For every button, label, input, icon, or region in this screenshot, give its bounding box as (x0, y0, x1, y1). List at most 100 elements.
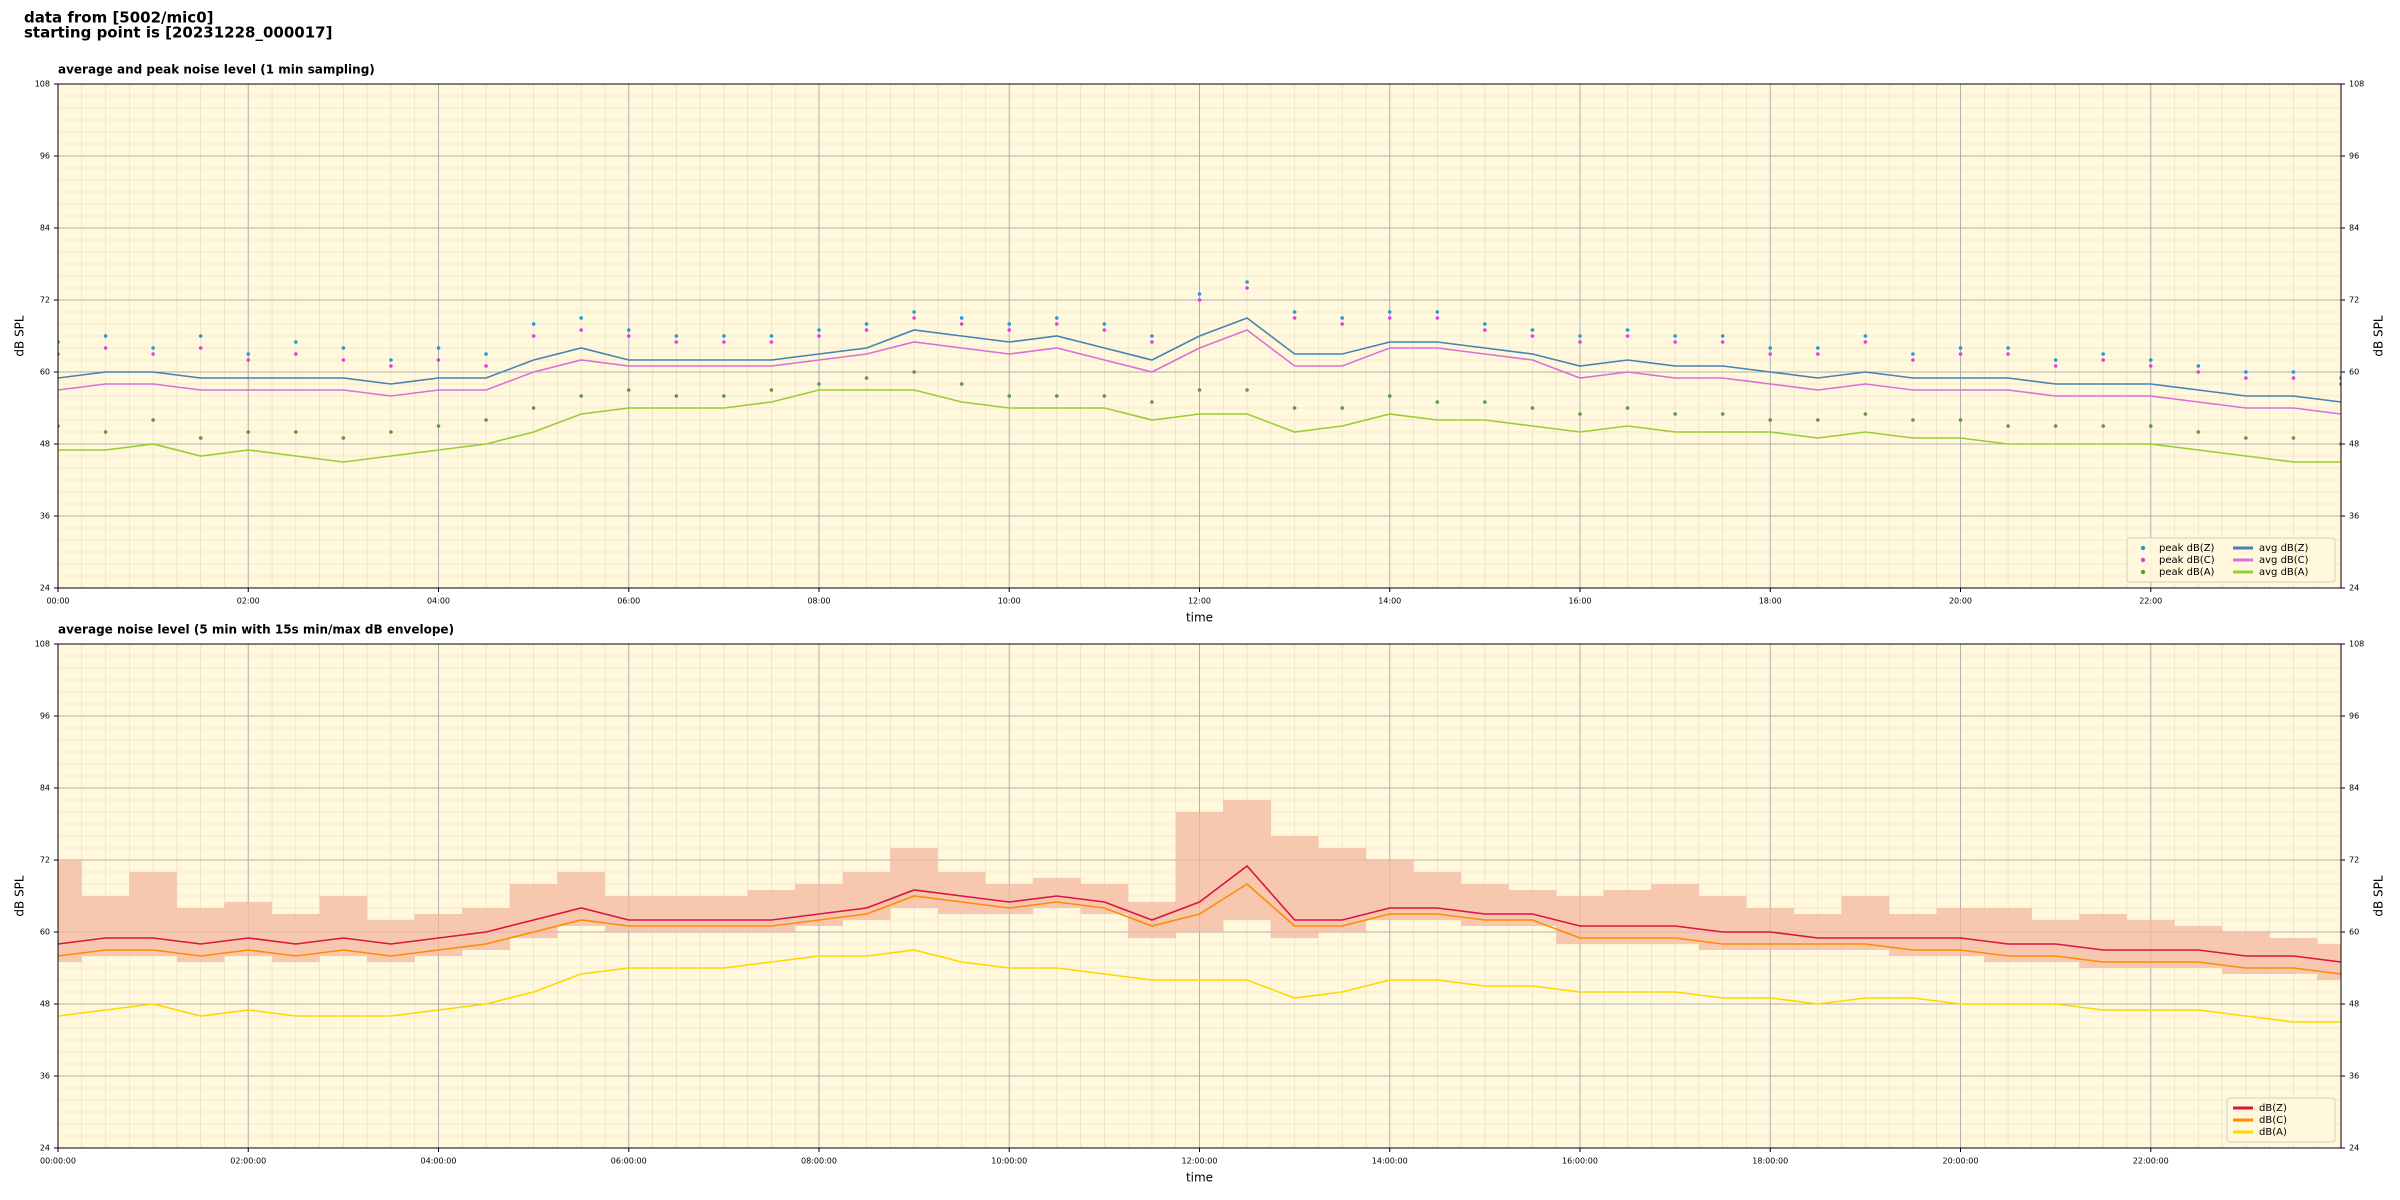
y-tick-label: 36 (2349, 512, 2359, 521)
peak-point (1673, 334, 1677, 338)
y-tick-label: 48 (2349, 1000, 2359, 1009)
x-tick-label: 22:00:00 (2133, 1157, 2169, 1166)
peak-point (1292, 316, 1297, 320)
peak-point (626, 334, 631, 338)
y-tick-label: 72 (2349, 296, 2359, 305)
series-line (58, 864, 2341, 963)
peak-point (1816, 418, 1820, 422)
peak-point (1958, 352, 1963, 356)
peak-point (389, 364, 393, 368)
peak-point (484, 352, 488, 356)
envelope-band (1841, 896, 1890, 950)
peak-point (1387, 316, 1392, 320)
x-tick-label: 10:00 (998, 597, 1021, 606)
peak-point (2053, 358, 2058, 362)
peak-point (722, 340, 726, 344)
series-line (58, 883, 2341, 975)
y-tick-label: 72 (2349, 856, 2359, 865)
x-tick-label: 18:00 (1759, 597, 1782, 606)
peak-point (2148, 364, 2153, 368)
envelope-band (1651, 884, 1699, 944)
x-tick-label: 10:00:00 (991, 1157, 1027, 1166)
peak-point (959, 316, 964, 320)
envelope-band (1698, 896, 1747, 950)
peak-point (341, 358, 346, 362)
y-tick-label: 60 (2349, 368, 2359, 377)
legend-label: dB(Z) (2259, 1103, 2287, 1114)
peak-point (626, 328, 631, 332)
envelope-band (557, 872, 605, 926)
peak-point (817, 328, 821, 332)
peak-point (2244, 436, 2248, 440)
peak-point (103, 430, 108, 434)
peak-point (294, 430, 298, 434)
peak-point (103, 346, 108, 350)
peak-point (579, 316, 583, 320)
peak-point (198, 436, 203, 440)
series-line (58, 949, 2341, 1023)
peak-point (2053, 424, 2058, 428)
envelope-band (81, 896, 130, 956)
peak-point (1007, 322, 1012, 326)
peak-point (1435, 316, 1440, 320)
envelope-band (1318, 848, 1366, 932)
peak-point (769, 334, 774, 338)
envelope-band (985, 884, 1034, 914)
peak-point (817, 382, 821, 386)
peak-point (1245, 286, 1249, 290)
x-axis-label: time (1186, 611, 1213, 625)
plot-area (58, 84, 2341, 588)
legend-label: peak dB(C) (2159, 555, 2215, 566)
x-tick-label: 16:00:00 (1562, 1157, 1598, 1166)
peak-point (1435, 400, 1440, 404)
peak-point (864, 376, 869, 380)
envelope-band (1270, 836, 1319, 938)
y-tick-label: 72 (40, 856, 50, 865)
peak-point (1911, 352, 1915, 356)
peak-point (1483, 322, 1487, 326)
peak-point (1673, 340, 1677, 344)
header-line: starting point is [20231228_000017] (24, 24, 332, 42)
envelope-band (1461, 884, 1509, 926)
peak-point (1768, 352, 1773, 356)
y-axis-label: dB SPL (13, 315, 27, 357)
legend-label: dB(C) (2259, 1115, 2287, 1126)
peak-point (1863, 340, 1868, 344)
y-tick-label: 108 (35, 640, 50, 649)
peak-point (2101, 352, 2105, 356)
envelope-band (1603, 890, 1652, 944)
envelope-band (319, 896, 368, 956)
peak-point (198, 346, 203, 350)
peak-point (1150, 340, 1154, 344)
peak-point (912, 310, 916, 314)
peak-point (1625, 406, 1630, 410)
envelope-band (937, 872, 986, 914)
peak-point (1197, 298, 1202, 302)
peak-point (1673, 412, 1677, 416)
envelope-band (1746, 908, 1795, 950)
peak-point (2291, 436, 2296, 440)
peak-point (864, 328, 869, 332)
peak-point (2006, 424, 2010, 428)
peak-point (389, 430, 393, 434)
peak-point (2101, 358, 2105, 362)
y-tick-label: 24 (2349, 1144, 2359, 1153)
peak-point (2196, 364, 2201, 368)
y-tick-label: 36 (40, 512, 50, 521)
peak-point (1435, 310, 1440, 314)
y-tick-label: 84 (40, 224, 50, 233)
legend-label: avg dB(C) (2259, 555, 2309, 566)
peak-point (151, 346, 155, 350)
peak-point (198, 334, 203, 338)
peak-point (959, 322, 964, 326)
peak-point (294, 352, 298, 356)
peak-point (1483, 328, 1487, 332)
peak-point (1340, 316, 1344, 320)
legend-marker (2140, 557, 2146, 563)
envelope-band (58, 860, 82, 962)
peak-point (1530, 328, 1535, 332)
x-axis-label: time (1186, 1171, 1213, 1185)
peak-point (959, 382, 964, 386)
peak-point (103, 334, 108, 338)
